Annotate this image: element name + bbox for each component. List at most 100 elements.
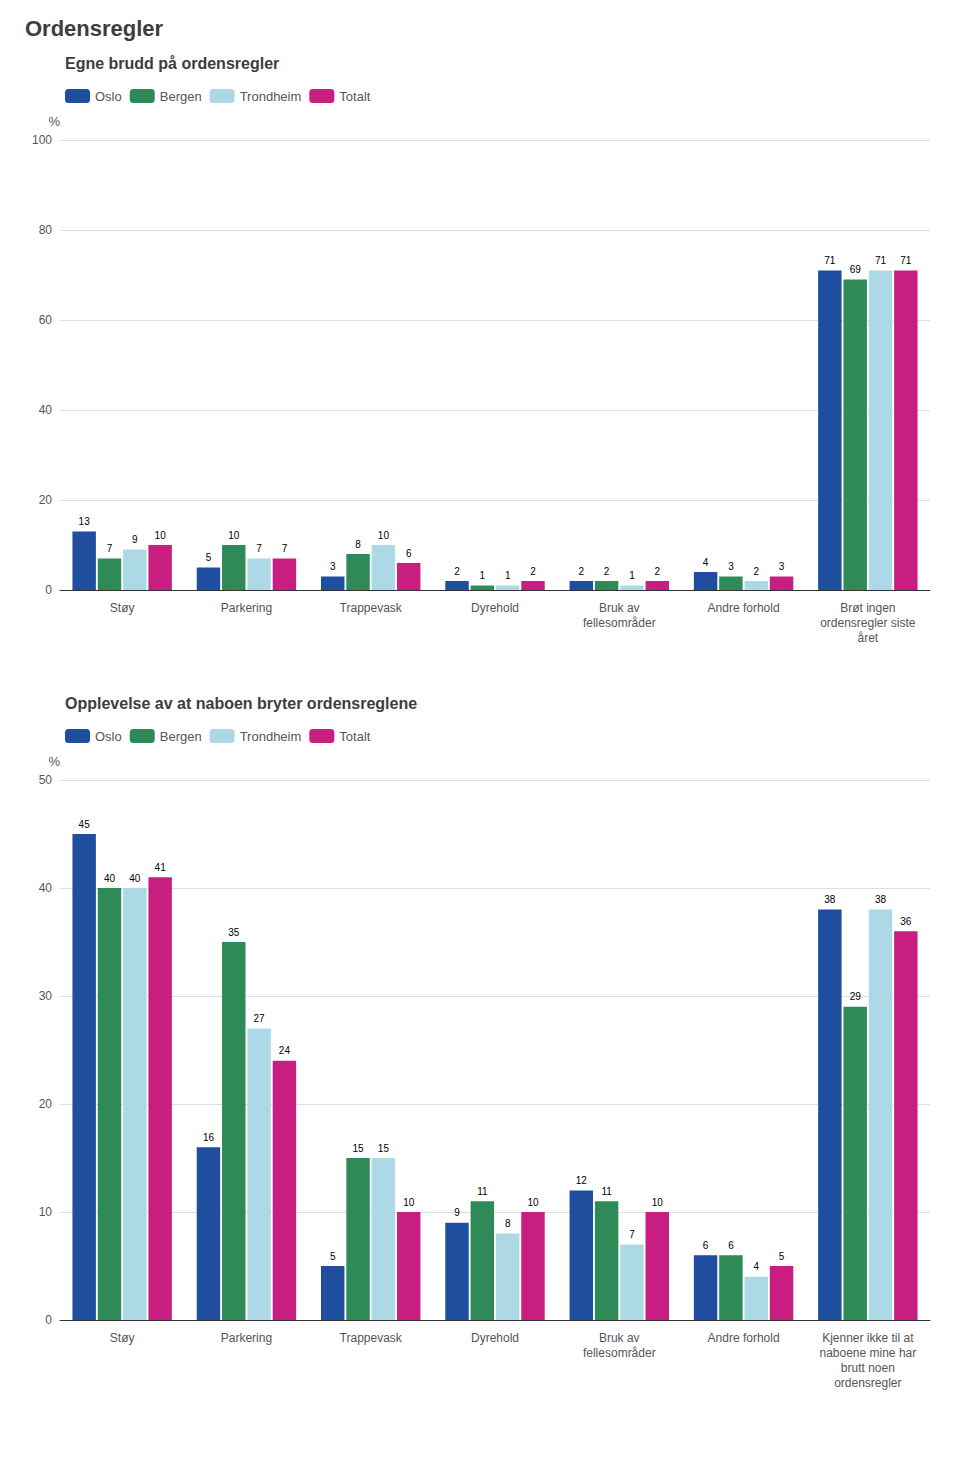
svg-text:6: 6 <box>406 548 412 559</box>
svg-text:2: 2 <box>654 566 660 577</box>
svg-text:10: 10 <box>155 530 167 541</box>
svg-text:3: 3 <box>728 561 734 572</box>
svg-text:71: 71 <box>900 255 912 266</box>
svg-text:4: 4 <box>753 1261 759 1272</box>
svg-text:Opplevelse av at naboen bryter: Opplevelse av at naboen bryter ordensreg… <box>65 695 417 712</box>
svg-text:Andre forhold: Andre forhold <box>708 1331 780 1345</box>
svg-text:1: 1 <box>480 570 486 581</box>
svg-text:40: 40 <box>104 873 116 884</box>
svg-text:Brøt ingen: Brøt ingen <box>840 601 895 615</box>
svg-text:2: 2 <box>579 566 585 577</box>
svg-text:16: 16 <box>203 1132 215 1143</box>
svg-text:Dyrehold: Dyrehold <box>471 1331 519 1345</box>
svg-text:fellesområder: fellesområder <box>583 616 656 630</box>
svg-text:2: 2 <box>530 566 536 577</box>
svg-text:Dyrehold: Dyrehold <box>471 601 519 615</box>
svg-text:80: 80 <box>39 223 53 237</box>
svg-text:5: 5 <box>330 1251 336 1262</box>
svg-text:%: % <box>48 754 60 769</box>
svg-text:Parkering: Parkering <box>221 1331 272 1345</box>
svg-text:Bergen: Bergen <box>160 89 202 104</box>
svg-text:ordensregler siste: ordensregler siste <box>820 616 916 630</box>
svg-text:7: 7 <box>107 543 113 554</box>
svg-text:45: 45 <box>79 819 91 830</box>
svg-text:5: 5 <box>779 1251 785 1262</box>
svg-text:Andre forhold: Andre forhold <box>708 601 780 615</box>
svg-text:Trondheim: Trondheim <box>240 729 302 744</box>
svg-text:ordensregler: ordensregler <box>834 1376 901 1390</box>
svg-text:40: 40 <box>39 881 53 895</box>
svg-text:41: 41 <box>155 862 167 873</box>
svg-text:3: 3 <box>330 561 336 572</box>
svg-text:Støy: Støy <box>110 1331 135 1345</box>
svg-text:Totalt: Totalt <box>339 729 370 744</box>
svg-text:året: året <box>858 631 879 645</box>
svg-text:8: 8 <box>505 1218 511 1229</box>
svg-text:7: 7 <box>629 1229 635 1240</box>
svg-text:1: 1 <box>629 570 635 581</box>
svg-text:20: 20 <box>39 1097 53 1111</box>
svg-text:50: 50 <box>39 773 53 787</box>
svg-text:36: 36 <box>900 916 912 927</box>
svg-text:7: 7 <box>282 543 288 554</box>
svg-text:6: 6 <box>728 1240 734 1251</box>
svg-text:40: 40 <box>39 403 53 417</box>
svg-text:brutt noen: brutt noen <box>841 1361 895 1375</box>
svg-text:Bruk av: Bruk av <box>599 1331 640 1345</box>
svg-text:9: 9 <box>132 534 138 545</box>
svg-text:15: 15 <box>378 1143 390 1154</box>
svg-text:10: 10 <box>228 530 240 541</box>
svg-text:Trondheim: Trondheim <box>240 89 302 104</box>
svg-text:10: 10 <box>39 1205 53 1219</box>
svg-text:15: 15 <box>352 1143 364 1154</box>
svg-text:Oslo: Oslo <box>95 729 122 744</box>
svg-text:10: 10 <box>403 1197 415 1208</box>
svg-text:13: 13 <box>79 516 91 527</box>
svg-text:71: 71 <box>875 255 887 266</box>
svg-text:40: 40 <box>129 873 141 884</box>
svg-text:5: 5 <box>206 552 212 563</box>
svg-text:24: 24 <box>279 1045 291 1056</box>
svg-text:12: 12 <box>576 1175 588 1186</box>
svg-text:%: % <box>48 114 60 129</box>
svg-text:6: 6 <box>703 1240 709 1251</box>
svg-text:0: 0 <box>45 583 52 597</box>
svg-text:60: 60 <box>39 313 53 327</box>
svg-text:3: 3 <box>779 561 785 572</box>
svg-text:11: 11 <box>601 1186 612 1197</box>
svg-text:38: 38 <box>824 894 836 905</box>
svg-text:38: 38 <box>875 894 887 905</box>
svg-text:69: 69 <box>850 264 862 275</box>
svg-text:10: 10 <box>652 1197 664 1208</box>
svg-text:Ordensregler: Ordensregler <box>25 16 164 41</box>
svg-text:9: 9 <box>454 1207 460 1218</box>
svg-text:Oslo: Oslo <box>95 89 122 104</box>
svg-text:2: 2 <box>753 566 759 577</box>
svg-text:2: 2 <box>604 566 610 577</box>
svg-text:7: 7 <box>256 543 262 554</box>
svg-text:Trappevask: Trappevask <box>340 1331 403 1345</box>
svg-text:Parkering: Parkering <box>221 601 272 615</box>
svg-text:27: 27 <box>254 1013 266 1024</box>
svg-text:71: 71 <box>824 255 836 266</box>
svg-text:10: 10 <box>527 1197 539 1208</box>
svg-text:fellesområder: fellesområder <box>583 1346 656 1360</box>
svg-text:29: 29 <box>850 991 862 1002</box>
svg-text:4: 4 <box>703 557 709 568</box>
svg-text:100: 100 <box>32 133 52 147</box>
svg-text:1: 1 <box>505 570 511 581</box>
svg-text:Støy: Støy <box>110 601 135 615</box>
svg-text:11: 11 <box>477 1186 488 1197</box>
svg-text:Egne brudd på ordensregler: Egne brudd på ordensregler <box>65 55 279 72</box>
svg-text:naboene mine har: naboene mine har <box>819 1346 916 1360</box>
svg-text:Bruk av: Bruk av <box>599 601 640 615</box>
svg-text:Bergen: Bergen <box>160 729 202 744</box>
svg-text:10: 10 <box>378 530 390 541</box>
svg-text:Kjenner ikke til at: Kjenner ikke til at <box>822 1331 914 1345</box>
svg-text:20: 20 <box>39 493 53 507</box>
svg-text:8: 8 <box>355 539 361 550</box>
svg-text:2: 2 <box>454 566 460 577</box>
svg-text:35: 35 <box>228 927 240 938</box>
svg-text:30: 30 <box>39 989 53 1003</box>
svg-text:0: 0 <box>45 1313 52 1327</box>
